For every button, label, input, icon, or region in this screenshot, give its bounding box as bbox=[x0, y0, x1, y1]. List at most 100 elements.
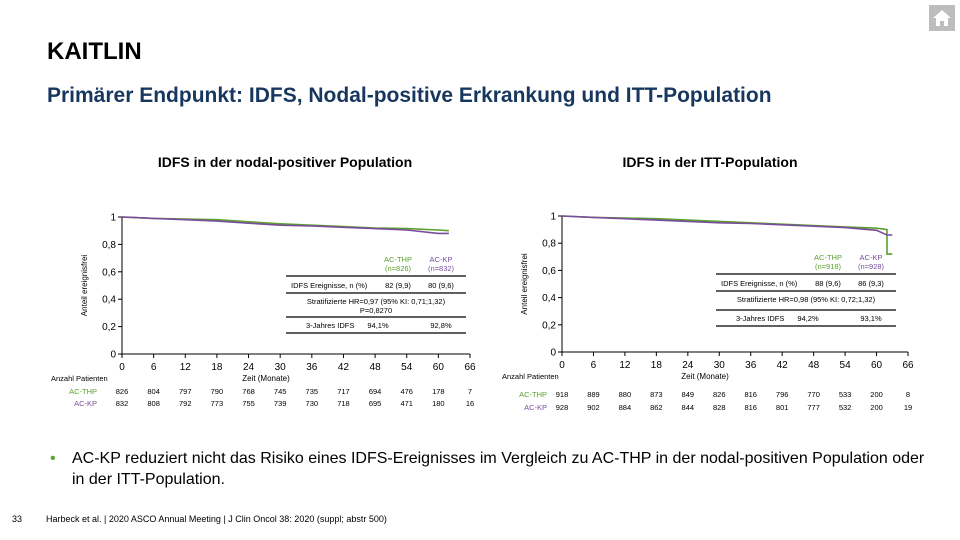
x-axis-label: Zeit (Monate) bbox=[681, 372, 729, 381]
at-risk-value: 739 bbox=[274, 399, 287, 408]
hr-text: Stratifizierte HR=0,97 (95% KI: 0,71;1,3… bbox=[307, 297, 446, 306]
legend-label: AC-THP bbox=[814, 253, 842, 262]
p-value: P=0,8270 bbox=[360, 306, 392, 315]
legend-label: AC-KP bbox=[430, 255, 453, 264]
at-risk-value: 200 bbox=[870, 403, 883, 412]
at-risk-value: 828 bbox=[713, 403, 726, 412]
three-year-label: 3-Jahres IDFS bbox=[306, 321, 354, 330]
events-label: IDFS Ereignisse, n (%) bbox=[291, 281, 368, 290]
series-line-ac-kp bbox=[561, 215, 893, 236]
x-tick-label: 6 bbox=[151, 362, 157, 373]
legend-label: AC-KP bbox=[860, 253, 883, 262]
legend-n: (n=832) bbox=[428, 264, 455, 273]
at-risk-row-label: AC-THP bbox=[69, 387, 97, 396]
at-risk-value: 880 bbox=[619, 390, 632, 399]
x-tick-label: 18 bbox=[651, 360, 663, 371]
home-icon bbox=[933, 10, 951, 26]
at-risk-value: 801 bbox=[776, 403, 789, 412]
x-tick-label: 60 bbox=[433, 362, 445, 373]
at-risk-value: 902 bbox=[587, 403, 600, 412]
events-value: 82 (9,9) bbox=[385, 281, 411, 290]
at-risk-value: 790 bbox=[211, 387, 224, 396]
at-risk-value: 532 bbox=[839, 403, 852, 412]
at-risk-value: 832 bbox=[116, 399, 129, 408]
page-number: 33 bbox=[12, 514, 23, 524]
y-tick-label: 0,4 bbox=[542, 293, 556, 304]
x-tick-label: 30 bbox=[714, 360, 726, 371]
at-risk-value: 200 bbox=[870, 390, 883, 399]
chart-title-nodal: IDFS in der nodal-positiver Population bbox=[157, 154, 413, 170]
y-tick-label: 0,8 bbox=[542, 239, 556, 250]
x-tick-label: 24 bbox=[243, 362, 255, 373]
x-tick-label: 36 bbox=[306, 362, 318, 373]
x-tick-label: 42 bbox=[777, 360, 789, 371]
x-tick-label: 12 bbox=[180, 362, 192, 373]
chart-title-itt: IDFS in der ITT-Population bbox=[622, 154, 798, 170]
y-tick-label: 0,4 bbox=[102, 295, 116, 306]
x-tick-label: 24 bbox=[682, 360, 694, 371]
y-tick-label: 1 bbox=[110, 213, 116, 224]
chart-nodal-positive: 0 0,2 0,4 0,6 0,8 1 0 6 12 18 24 30 36 42 48 54 60 66 Ante… bbox=[51, 213, 476, 409]
at-risk-value: 735 bbox=[306, 387, 319, 396]
at-risk-value: 816 bbox=[744, 403, 757, 412]
bullet-text: AC-KP reduziert nicht das Risiko eines I… bbox=[72, 450, 925, 488]
x-tick-label: 48 bbox=[808, 360, 820, 371]
x-tick-label: 0 bbox=[119, 362, 125, 373]
events-label: IDFS Ereignisse, n (%) bbox=[721, 279, 798, 288]
y-axis-label: Anteil ereignisfrei bbox=[80, 255, 89, 317]
x-tick-label: 18 bbox=[211, 362, 223, 373]
at-risk-value: 884 bbox=[619, 403, 632, 412]
page-subtitle: Primärer Endpunkt: IDFS, Nodal-positive … bbox=[47, 84, 772, 107]
hr-text: Stratifizierte HR=0,98 (95% KI: 0,72;1,3… bbox=[737, 295, 876, 304]
three-year-value: 93,1% bbox=[860, 314, 882, 323]
three-year-value: 94,2% bbox=[797, 314, 819, 323]
at-risk-value: 476 bbox=[400, 387, 413, 396]
at-risk-value: 8 bbox=[906, 390, 910, 399]
bullet-marker: • bbox=[50, 450, 56, 467]
series-line-ac-thp bbox=[561, 215, 893, 255]
y-tick-label: 0,8 bbox=[102, 240, 116, 251]
at-risk-value: 844 bbox=[682, 403, 695, 412]
at-risk-value: 808 bbox=[147, 399, 160, 408]
at-risk-row-label: AC-KP bbox=[74, 399, 97, 408]
at-risk-value: 768 bbox=[242, 387, 255, 396]
at-risk-value: 873 bbox=[650, 390, 663, 399]
x-tick-label: 12 bbox=[619, 360, 631, 371]
three-year-value: 92,8% bbox=[430, 321, 452, 330]
at-risk-value: 826 bbox=[116, 387, 129, 396]
legend-n: (n=928) bbox=[858, 262, 885, 271]
at-risk-value: 7 bbox=[468, 387, 472, 396]
at-risk-value: 533 bbox=[839, 390, 852, 399]
at-risk-value: 745 bbox=[274, 387, 287, 396]
at-risk-value: 792 bbox=[179, 399, 192, 408]
at-risk-value: 471 bbox=[400, 399, 413, 408]
at-risk-label: Anzahl Patienten bbox=[502, 372, 559, 381]
three-year-value: 94,1% bbox=[367, 321, 389, 330]
reference: Harbeck et al. | 2020 ASCO Annual Meetin… bbox=[46, 514, 387, 524]
y-tick-label: 1 bbox=[550, 212, 556, 223]
legend-n: (n=826) bbox=[385, 264, 412, 273]
at-risk-value: 755 bbox=[242, 399, 255, 408]
at-risk-value: 694 bbox=[369, 387, 382, 396]
y-tick-label: 0 bbox=[110, 350, 116, 361]
at-risk-value: 816 bbox=[744, 390, 757, 399]
x-tick-label: 6 bbox=[591, 360, 597, 371]
at-risk-value: 178 bbox=[432, 387, 445, 396]
at-risk-value: 770 bbox=[807, 390, 820, 399]
at-risk-value: 777 bbox=[807, 403, 820, 412]
x-tick-label: 30 bbox=[275, 362, 287, 373]
at-risk-value: 826 bbox=[713, 390, 726, 399]
at-risk-row-label: AC-KP bbox=[524, 403, 547, 412]
at-risk-value: 718 bbox=[337, 399, 350, 408]
x-tick-label: 66 bbox=[902, 360, 914, 371]
y-tick-label: 0,6 bbox=[542, 266, 556, 277]
y-tick-label: 0 bbox=[550, 348, 556, 359]
at-risk-value: 862 bbox=[650, 403, 663, 412]
at-risk-value: 849 bbox=[682, 390, 695, 399]
at-risk-value: 19 bbox=[904, 403, 912, 412]
three-year-label: 3-Jahres IDFS bbox=[736, 314, 784, 323]
home-button[interactable] bbox=[929, 5, 955, 31]
at-risk-value: 730 bbox=[306, 399, 319, 408]
at-risk-label: Anzahl Patienten bbox=[51, 374, 108, 383]
at-risk-value: 918 bbox=[556, 390, 569, 399]
